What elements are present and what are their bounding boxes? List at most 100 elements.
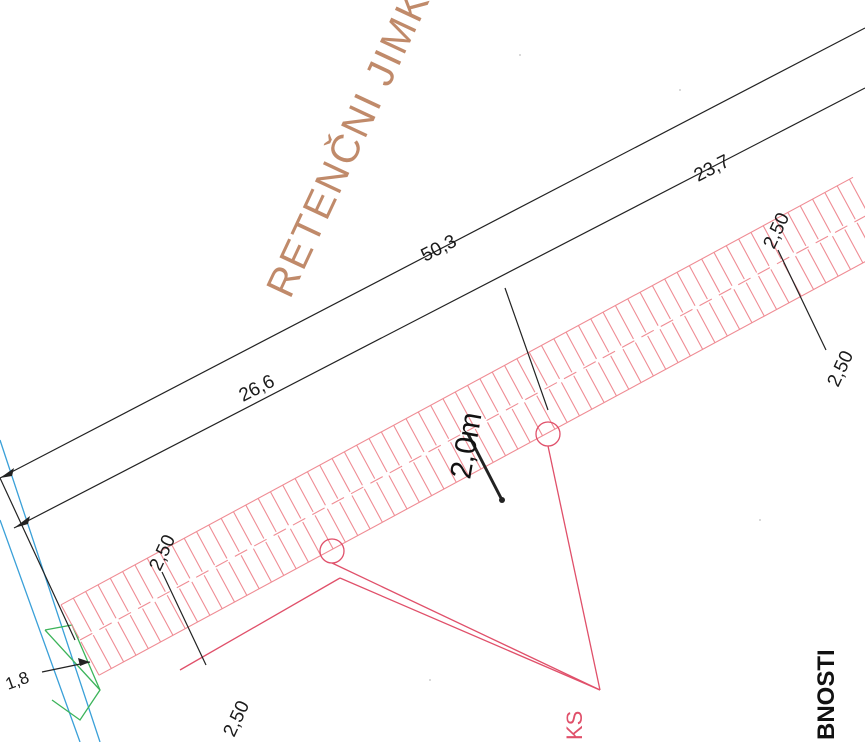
hatch-line [282,484,302,519]
manhole-connections [179,421,601,691]
hatch-line [696,308,716,343]
hatch-line [269,491,289,526]
hatch-line [351,495,371,530]
hatch-line [647,335,667,370]
dimension-lines [0,27,865,673]
hatch-line [252,548,272,583]
hatch-line [203,574,223,609]
hatch-line [487,422,507,457]
hatch-line [639,291,659,326]
hatch-line [215,568,236,603]
hatch-line [499,415,519,450]
hatch-line [819,242,839,277]
drainage-band [60,176,865,676]
dim-right-bottom: 2,50 [823,348,858,390]
hatch-line [479,378,499,413]
hatch-line [848,178,865,210]
hatch-line [844,229,864,264]
hatch-line [450,441,470,476]
hatch-line [491,371,511,406]
hatch-line [553,338,573,373]
site-boundary [0,439,101,742]
hatch-line [146,557,166,592]
hatch-line [577,325,597,360]
hatch-line [634,342,654,377]
hatch-line [220,518,240,553]
hatch-line [363,488,383,523]
hatch-line [417,411,437,446]
hatch-line [430,405,450,440]
hatch-line [622,348,642,383]
dim-right-top: 2,50 [759,210,794,252]
hatch-line [388,475,408,510]
hatch-line [548,388,568,423]
hatch-line [474,428,494,463]
hatch-line [400,468,420,503]
hatch-line [462,435,482,470]
hatch-line [770,269,790,304]
manhole-right [535,421,561,447]
hatch-line [171,544,191,579]
arrowheads [0,468,505,666]
hatch-line [504,365,524,400]
hatch-line [688,265,708,300]
hatch-line [413,461,433,496]
side-label: BNOSTI [813,649,840,740]
hatch-line [228,561,248,596]
hatch-line [812,198,832,233]
hatch-line [775,218,795,253]
hatch-line [98,261,865,676]
hatch-line [405,418,425,453]
hatch-line [314,515,334,550]
hatch-line [701,258,721,293]
hatch-line [368,438,388,473]
hatch-line [627,298,647,333]
hatch-line [331,458,351,493]
hatch-line [85,591,105,626]
hatch-line [294,478,314,513]
hatch-line [356,444,376,479]
hatch-line [745,282,765,317]
hatch-line [708,302,728,337]
hatch-line [528,351,548,386]
manhole-left [319,538,345,564]
hatch-line [60,176,854,606]
hatch-line [787,212,807,247]
hatch-line [277,535,297,570]
hatch-line [585,368,605,403]
dim-right-segment: 23,7 [691,151,733,187]
hatch-line [240,555,260,590]
hatch-line [134,564,154,599]
hatch-line [536,395,556,430]
hatch-line [109,577,129,612]
hatch-line [183,538,203,573]
hatch-line [836,185,856,220]
hatch-line [339,501,359,536]
hatch-line [467,385,487,420]
hatch-line [196,531,216,566]
dim-edge: 1,8 [3,668,32,694]
hatch-line [232,511,253,546]
hatch-line [122,571,142,606]
hatch-line [425,455,445,490]
dim-left-segment: 26,6 [236,371,278,407]
hatch-line [733,289,753,324]
hatch-line [442,398,462,433]
hatch-line [590,318,610,353]
hatch-line [762,225,782,260]
hatch-line [159,551,179,586]
hatch-line [319,464,339,499]
hatch-line [166,594,186,629]
hatch-line [758,275,778,310]
width-label: 2,0m [444,410,488,481]
hatch-line [80,641,100,676]
hatch-line [516,358,536,393]
hatch-line [72,597,92,632]
hatch-line [105,628,125,663]
hatch-line [142,608,162,643]
hatch-line [523,402,544,437]
hatch-line [676,272,696,307]
hatch-line [129,614,149,649]
hatch-line [306,471,326,506]
